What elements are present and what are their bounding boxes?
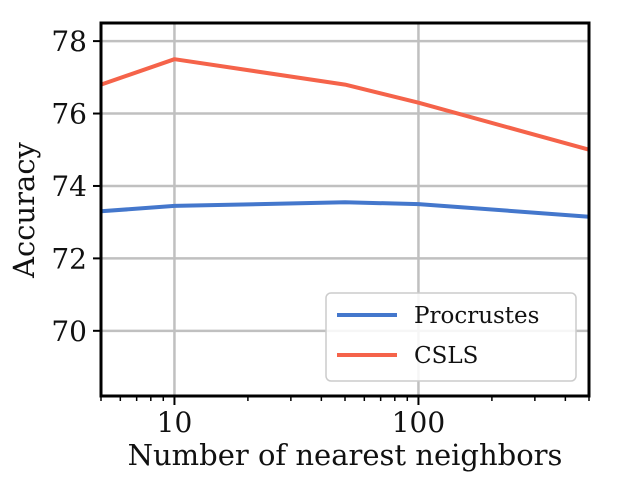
- y-tick-label: 74: [51, 170, 87, 203]
- y-tick-label: 72: [51, 242, 87, 275]
- plot-frame: [99, 21, 591, 398]
- y-axis-ticks: 70 72 74 76 78: [51, 25, 101, 348]
- y-axis-title: Accuracy: [7, 141, 41, 278]
- series-lines: [100, 57, 590, 219]
- y-tick-label: 78: [51, 25, 87, 58]
- grid-lines: [101, 23, 589, 396]
- legend-label-csls: CSLS: [414, 343, 478, 369]
- legend: Procrustes CSLS: [325, 292, 577, 382]
- legend-label-procrustes: Procrustes: [414, 303, 539, 329]
- series-line-csls: [100, 57, 590, 152]
- x-tick-label: 100: [392, 406, 445, 439]
- x-tick-label: 10: [157, 406, 193, 439]
- x-axis-title: Number of nearest neighbors: [128, 438, 563, 472]
- y-tick-label: 70: [51, 315, 87, 348]
- series-line-procrustes: [100, 200, 590, 219]
- y-tick-label: 76: [51, 98, 87, 131]
- x-axis-ticks: 10 100: [157, 396, 445, 439]
